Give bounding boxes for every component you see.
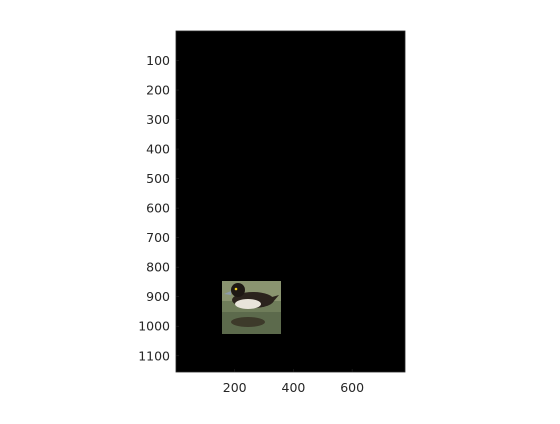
- y-tick-label: 700: [146, 230, 170, 245]
- y-tick-label: 1000: [138, 319, 170, 334]
- y-tick-label: 400: [146, 142, 170, 157]
- y-tick-label: 100: [146, 53, 170, 68]
- x-tick-group: 200 400 600: [223, 369, 364, 395]
- y-tick-label: 500: [146, 171, 170, 186]
- axes-background: [176, 31, 405, 372]
- x-tick-label: 600: [340, 380, 364, 395]
- y-tick-label: 200: [146, 83, 170, 98]
- y-tick-label: 900: [146, 289, 170, 304]
- y-tick-label: 1100: [138, 348, 170, 363]
- y-tick-label: 300: [146, 112, 170, 127]
- duck-photo: [222, 281, 281, 334]
- axes-border: [175, 30, 406, 373]
- y-tick-group: 100 200 300 400 500 600 700 800 900 1000 1100: [138, 53, 179, 363]
- x-tick-label: 400: [282, 380, 306, 395]
- x-tick-label: 200: [223, 380, 247, 395]
- y-tick-label: 600: [146, 201, 170, 216]
- y-tick-label: 800: [146, 260, 170, 275]
